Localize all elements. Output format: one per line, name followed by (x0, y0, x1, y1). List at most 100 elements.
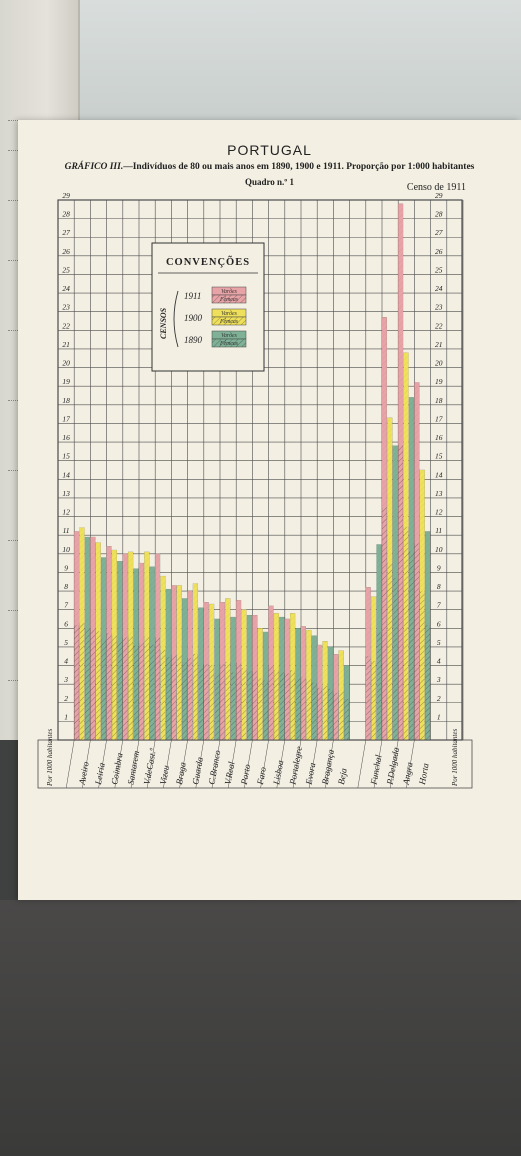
bar-top-1911-Horta (414, 382, 420, 544)
category-label: Horta (417, 762, 431, 786)
y-tick-label-right: 6 (437, 619, 441, 628)
bar-top-1900-Santarem (128, 551, 133, 637)
bar-top-1890-P.Delgada (392, 445, 398, 579)
bar-top-1911-Guarda (187, 591, 193, 659)
bar-top-1911-Vizeu (155, 553, 160, 638)
y-tick-label-right: 28 (435, 210, 443, 219)
background-surface (0, 0, 521, 122)
legend-year-1900: 1900 (184, 313, 203, 323)
y-tick-label-left: 20 (62, 359, 70, 368)
subtitle-prefix: GRÁFICO III. (64, 162, 124, 172)
y-tick-label-left: 29 (62, 191, 70, 200)
label-divider (98, 739, 107, 789)
label-divider (195, 739, 205, 789)
y-tick-label-right: 12 (435, 508, 443, 517)
y-tick-label-left: 8 (64, 582, 68, 591)
bar-top-1890-Leiria (101, 557, 106, 640)
y-tick-label-left: 24 (62, 284, 70, 293)
bar-top-1890-Braga (182, 598, 187, 663)
y-tick-label-right: 14 (435, 470, 443, 479)
category-label: V.Real (223, 760, 237, 785)
bar-top-1911-Beja (333, 654, 339, 693)
y-tick-label-left: 14 (62, 470, 70, 479)
bar-top-1900-Leiria (95, 542, 101, 632)
bar-top-1911-Lisboa (268, 605, 274, 667)
bar-top-1911-V.Real (220, 602, 225, 665)
y-tick-label-right: 3 (436, 675, 441, 684)
y-tick-label-right: 19 (435, 377, 443, 386)
bar-top-1911-Porto (236, 600, 241, 664)
bar-top-1911-Bragança (317, 645, 322, 688)
bar-top-1900-Vizeu (160, 576, 166, 650)
bar-top-1911-Funchal (365, 587, 371, 657)
y-tick-label-right: 2 (437, 694, 441, 703)
subtitle-text: —Indivíduos de 80 ou mais anos em 1890, … (123, 162, 475, 172)
bar-top-1911-Portalegre (284, 618, 290, 674)
label-divider (65, 739, 75, 789)
label-divider (276, 739, 286, 789)
label-divider (114, 739, 124, 789)
label-divider (389, 739, 399, 789)
bar-top-1911-Leiria (90, 537, 96, 629)
bar-top-1890-Angra (409, 397, 414, 552)
legend-femeas-label: Fêmeas (219, 319, 239, 325)
y-tick-label-left: 2 (64, 694, 68, 703)
category-label: Braga (174, 761, 188, 785)
y-tick-label-right: 7 (437, 601, 441, 610)
bar-top-1900-Faro (257, 628, 263, 679)
bar-top-1890-Vizeu (166, 589, 171, 658)
legend-swatch-femeas-1900 (211, 316, 247, 326)
y-tick-label-right: 10 (435, 545, 443, 554)
label-divider (260, 739, 269, 789)
y-tick-label-right: 11 (435, 526, 442, 535)
y-tick-label-right: 27 (435, 228, 443, 237)
bar-top-1900-V.deCast.º (144, 551, 150, 637)
bar-top-1890-Portalegre (295, 628, 301, 679)
bar-top-1890-V.deCast.º (149, 566, 155, 645)
y-tick-label-left: 11 (63, 526, 70, 535)
label-divider (227, 739, 237, 789)
y-tick-label-left: 7 (64, 601, 68, 610)
bar-top-1890-Coimbra (117, 561, 123, 642)
bar-top-1890-Porto (247, 615, 252, 672)
bar-top-1900-P.Delgada (387, 417, 393, 563)
bar-top-1890-Beja (344, 665, 349, 700)
bar-top-1900-V.Real (225, 598, 231, 663)
label-divider (130, 739, 140, 789)
category-label: C.Branco (206, 749, 222, 785)
bar-top-1900-Funchal (371, 596, 376, 662)
category-label: Porto (239, 763, 253, 786)
y-tick-label-right: 29 (435, 191, 443, 200)
y-tick-label-right: 17 (435, 414, 443, 423)
bar-top-1911-Santarem (122, 553, 128, 638)
label-band (37, 739, 473, 789)
quadro-label: Quadro n.º 1 (244, 177, 295, 187)
bar-top-1890-V.Real (230, 617, 236, 673)
y-tick-label-left: 12 (62, 508, 70, 517)
label-divider (244, 739, 253, 789)
bar-top-1911-Aveiro (74, 531, 79, 626)
label-divider (82, 739, 91, 789)
y-tick-label-right: 8 (437, 582, 441, 591)
y-tick-label-right: 24 (435, 284, 443, 293)
category-label: Funchal (368, 754, 383, 787)
bar-top-1890-Bragança (328, 646, 333, 689)
y-tick-label-left: 4 (64, 657, 68, 666)
y-tick-label-left: 27 (62, 228, 70, 237)
legend-femeas-label: Fêmeas (219, 341, 239, 347)
y-tick-label-left: 18 (62, 396, 70, 405)
y-tick-label-right: 4 (437, 657, 441, 666)
bar-top-1890-Faro (263, 632, 268, 681)
y-tick-label-left: 3 (63, 675, 68, 684)
legend-varoes-label: Varões (221, 289, 238, 295)
chart-subtitle: GRÁFICO III.—Indivíduos de 80 ou mais an… (18, 162, 521, 172)
category-label: Bragança (320, 748, 336, 785)
bar-top-1900-Coimbra (112, 550, 117, 636)
bar-top-1890-Horta (425, 531, 430, 626)
y-tick-label-left: 9 (64, 563, 68, 572)
category-label: Coimbra (109, 752, 124, 786)
bar-top-1890-Aveiro (85, 537, 90, 629)
label-divider (308, 739, 318, 789)
bar-top-1900-Angra (403, 352, 409, 527)
legend-swatch-femeas-1911 (211, 294, 247, 304)
